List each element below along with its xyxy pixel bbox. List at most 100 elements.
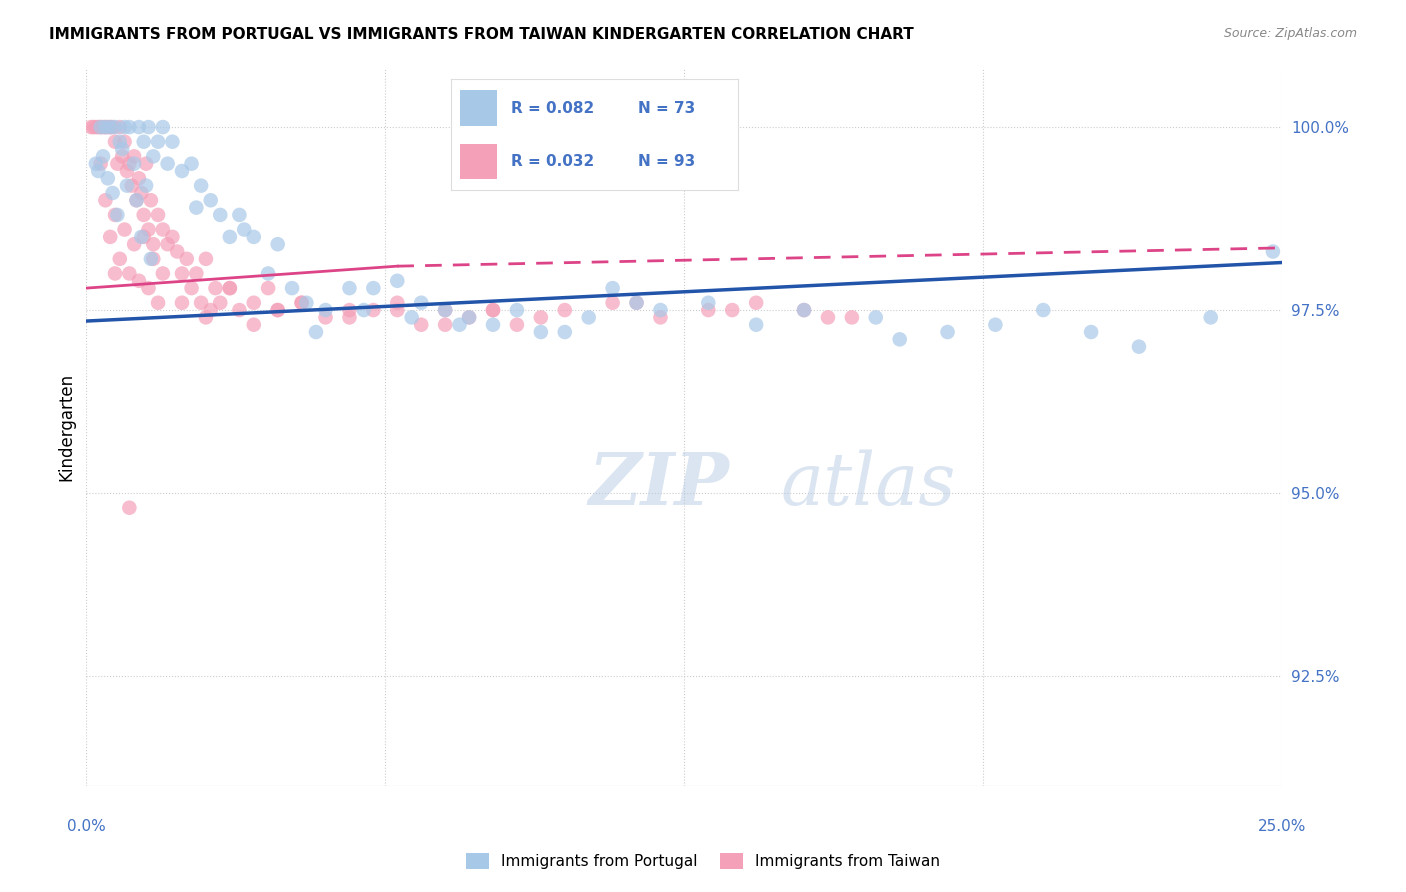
Point (401, 310, 423, 325)
Point (128, 120, 150, 134)
Point (114, 135, 136, 149)
Point (170, 164, 193, 178)
Point (186, 201, 208, 215)
Point (114, 120, 136, 134)
Point (138, 281, 160, 295)
Point (209, 295, 232, 310)
Point (387, 303, 409, 318)
Point (94, 194, 117, 208)
Point (200, 194, 222, 208)
Point (132, 230, 155, 244)
Point (138, 120, 160, 134)
Point (122, 149, 145, 163)
Point (339, 303, 361, 318)
Point (387, 274, 409, 288)
Point (98, 230, 121, 244)
Point (865, 310, 887, 325)
Point (82, 120, 104, 134)
Point (146, 295, 169, 310)
Point (91, 149, 114, 163)
Point (554, 325, 576, 339)
Point (228, 303, 250, 318)
Point (108, 252, 131, 266)
Point (793, 303, 815, 318)
Point (101, 186, 124, 200)
Point (434, 318, 457, 332)
Point (170, 295, 193, 310)
Point (482, 318, 505, 332)
Point (697, 295, 720, 310)
Point (180, 281, 202, 295)
Point (266, 303, 288, 318)
Point (115, 178, 138, 193)
Point (291, 295, 314, 310)
Point (128, 274, 150, 288)
Point (530, 310, 553, 325)
Point (131, 230, 153, 244)
Point (125, 194, 148, 208)
Text: IMMIGRANTS FROM PORTUGAL VS IMMIGRANTS FROM TAIWAN KINDERGARTEN CORRELATION CHAR: IMMIGRANTS FROM PORTUGAL VS IMMIGRANTS F… (49, 27, 914, 42)
Point (434, 303, 457, 318)
Point (363, 303, 385, 318)
Point (170, 267, 193, 281)
Point (152, 222, 174, 236)
Point (266, 237, 288, 252)
Point (142, 252, 165, 266)
Point (135, 156, 157, 170)
Point (242, 230, 264, 244)
Point (411, 318, 433, 332)
Point (190, 295, 212, 310)
Point (135, 178, 157, 193)
Point (305, 325, 328, 339)
Point (139, 194, 162, 208)
Point (108, 135, 131, 149)
Point (98, 120, 121, 134)
Point (91, 120, 114, 134)
Point (434, 303, 457, 318)
Point (98, 120, 121, 134)
Point (387, 295, 409, 310)
Point (121, 178, 143, 193)
Point (242, 295, 264, 310)
Point (530, 325, 553, 339)
Point (194, 252, 217, 266)
Point (138, 222, 160, 236)
Point (90, 120, 112, 134)
Point (108, 120, 131, 134)
Text: Source: ZipAtlas.com: Source: ZipAtlas.com (1223, 27, 1357, 40)
Point (228, 208, 250, 222)
Point (793, 303, 815, 318)
Point (984, 318, 1007, 332)
Point (105, 156, 128, 170)
Point (650, 303, 672, 318)
Point (97, 120, 120, 134)
Point (218, 281, 240, 295)
Point (156, 237, 179, 252)
Point (1261, 244, 1284, 259)
Point (266, 303, 288, 318)
Text: 0.0%: 0.0% (67, 819, 105, 834)
Point (506, 303, 529, 318)
Point (449, 318, 471, 332)
Point (118, 156, 141, 170)
Point (204, 281, 226, 295)
Point (363, 281, 385, 295)
Point (257, 281, 280, 295)
Point (1128, 340, 1150, 354)
Point (94, 120, 117, 134)
Point (841, 310, 863, 325)
Point (104, 135, 127, 149)
Point (84, 156, 107, 170)
Point (602, 281, 624, 295)
Point (889, 332, 911, 346)
Point (142, 237, 165, 252)
Point (156, 156, 179, 170)
Point (90, 156, 112, 170)
Point (295, 295, 318, 310)
Point (209, 208, 232, 222)
Point (142, 149, 165, 163)
Point (90, 120, 112, 134)
Point (118, 267, 141, 281)
Point (104, 267, 127, 281)
Point (115, 164, 138, 178)
